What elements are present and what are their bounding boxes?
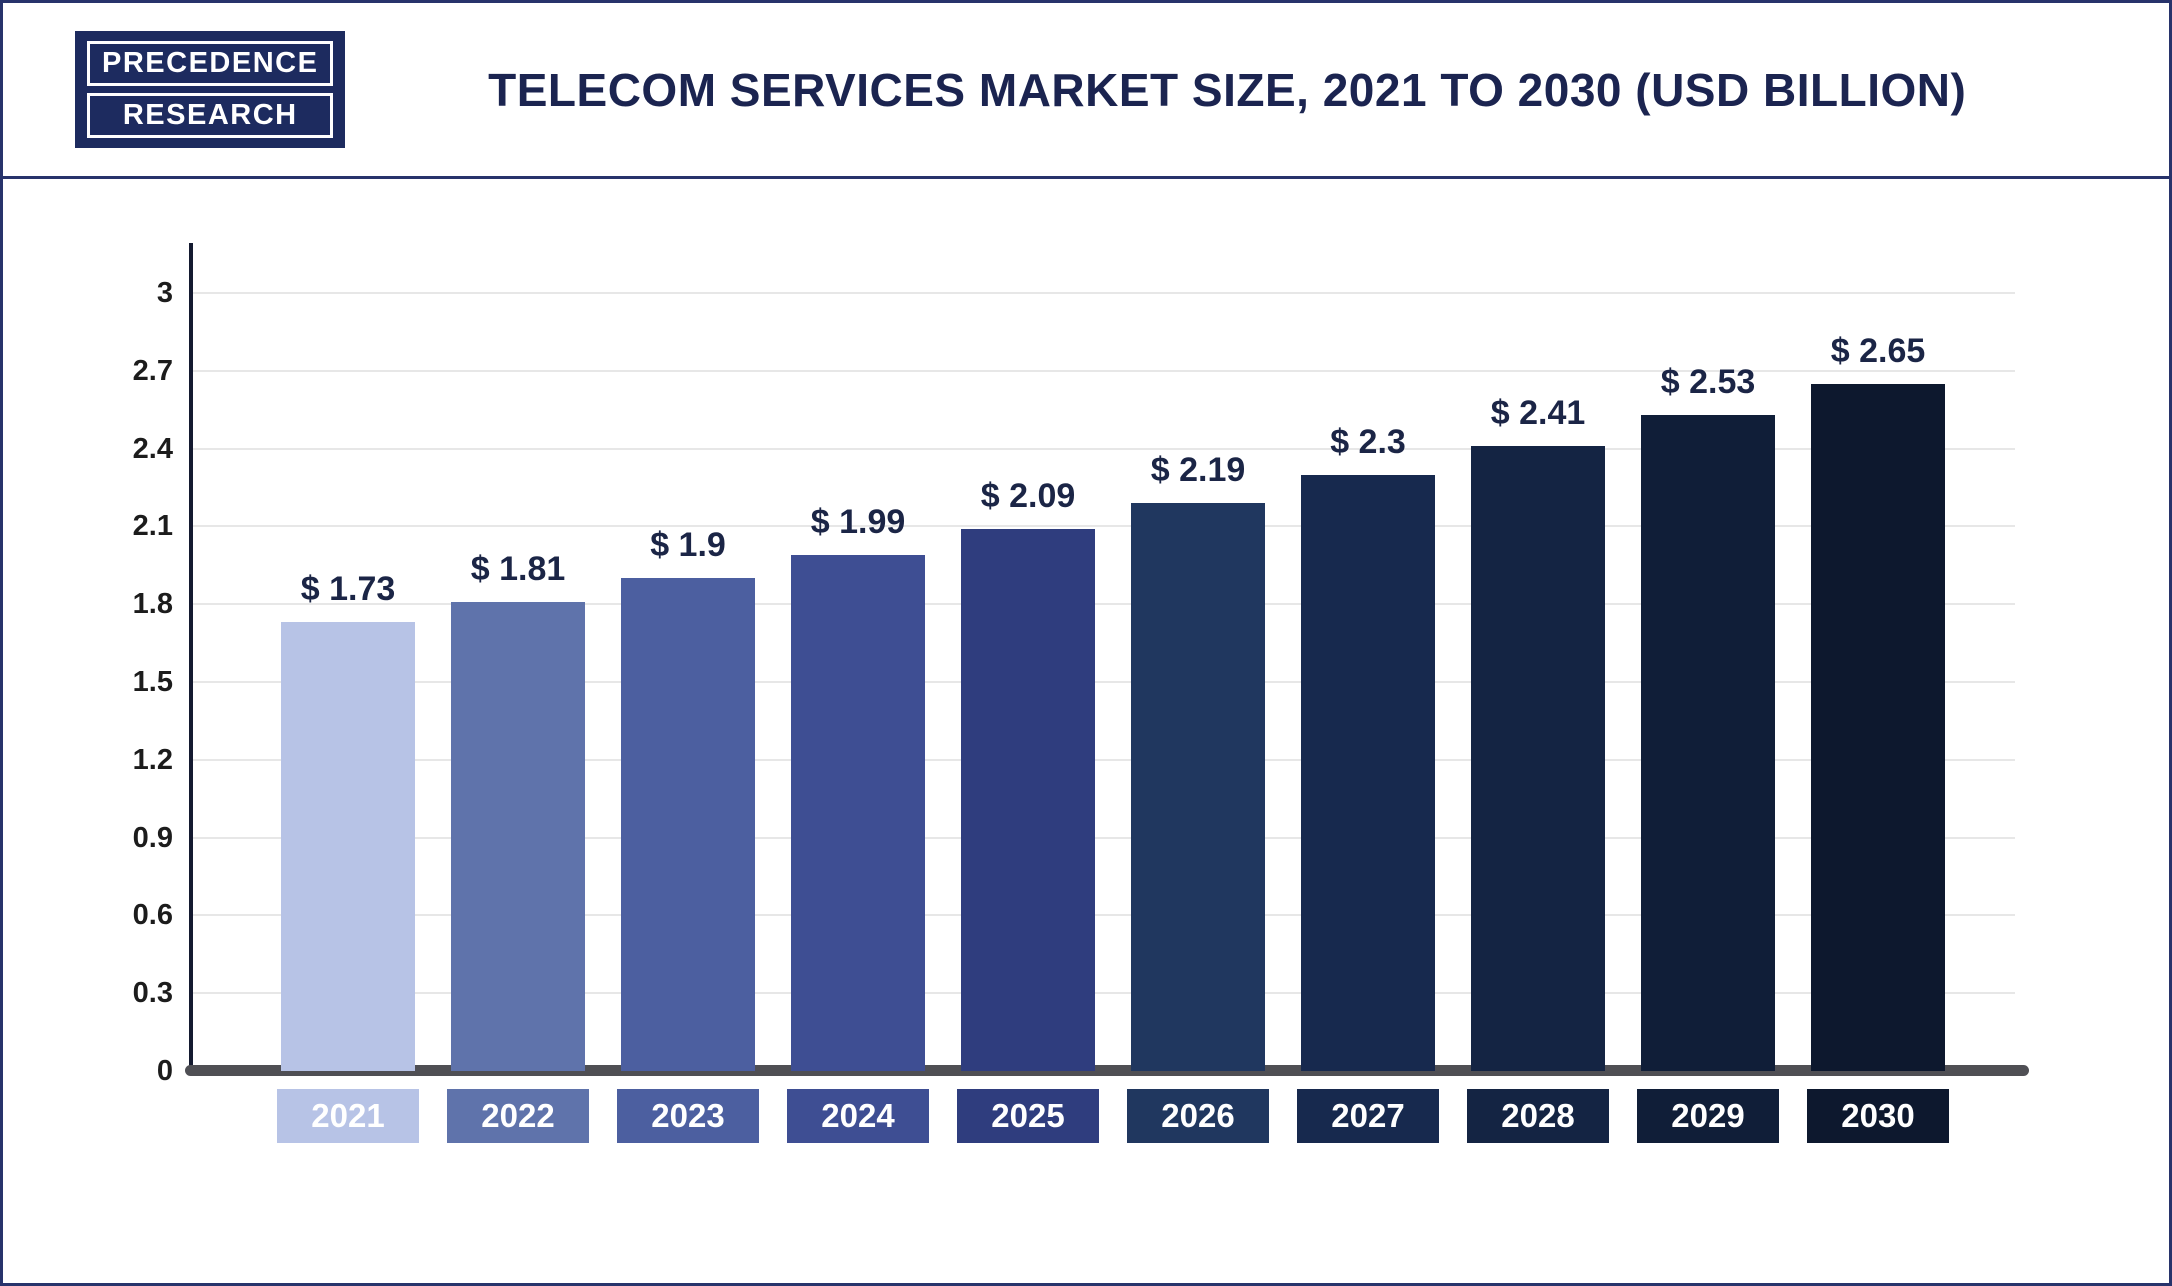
title-wrap: TELECOM SERVICES MARKET SIZE, 2021 TO 20… xyxy=(345,63,2169,117)
bar-2028 xyxy=(1471,446,1605,1071)
bar-value-label: $ 1.73 xyxy=(300,570,396,609)
gridline xyxy=(193,292,2015,294)
bar-value-label: $ 2.19 xyxy=(1150,451,1246,490)
y-tick-label: 0.3 xyxy=(132,977,173,1010)
y-tick-label: 1.2 xyxy=(132,743,173,776)
y-tick-label: 0 xyxy=(156,1055,173,1087)
logo-line-research: RESEARCH xyxy=(87,93,334,139)
bar-2026 xyxy=(1131,503,1265,1071)
x-axis-line xyxy=(185,1065,2029,1076)
bar-value-label: $ 2.09 xyxy=(980,476,1076,515)
bar-2027 xyxy=(1301,474,1435,1071)
bar-2030 xyxy=(1811,383,1945,1071)
chart-title: TELECOM SERVICES MARKET SIZE, 2021 TO 20… xyxy=(488,63,1967,116)
bar-value-label: $ 1.99 xyxy=(810,502,906,541)
chart-area: 0 0.3 0.6 0.9 1.2 1.5 1.8 2.1 2.4 2.7 3 $ 1.73 2021 $… xyxy=(3,3,2169,1283)
y-tick-label: 2.1 xyxy=(132,510,173,543)
gridline xyxy=(193,681,2015,683)
gridline xyxy=(193,447,2015,450)
gridline xyxy=(193,603,2015,606)
bar-value-label: $ 2.3 xyxy=(1330,422,1406,461)
y-tick-label: 0.6 xyxy=(132,899,173,932)
y-tick-label: 1.8 xyxy=(132,588,173,621)
gridline xyxy=(193,914,2015,917)
gridline xyxy=(193,992,2015,995)
y-tick-label: 1.5 xyxy=(132,666,173,698)
bar-2021 xyxy=(281,622,415,1071)
x-axis-label-2024: 2024 xyxy=(787,1089,929,1143)
logo-line-precedence: PRECEDENCE xyxy=(87,40,334,86)
bar-value-label: $ 2.65 xyxy=(1830,331,1926,370)
precedence-research-logo: PRECEDENCE RESEARCH xyxy=(75,30,346,149)
x-axis-label-2029: 2029 xyxy=(1637,1089,1779,1143)
bar-value-label: $ 1.9 xyxy=(650,526,726,565)
bar-2024 xyxy=(791,554,925,1071)
bar-2023 xyxy=(621,578,755,1071)
x-axis-label-2023: 2023 xyxy=(617,1089,759,1143)
y-tick-label: 3 xyxy=(156,277,173,309)
y-axis-line xyxy=(189,243,193,1075)
gridline xyxy=(193,836,2015,839)
bar-value-label: $ 1.81 xyxy=(470,549,566,588)
x-axis-label-2028: 2028 xyxy=(1467,1089,1609,1143)
gridline xyxy=(193,758,2015,761)
x-axis-label-2021: 2021 xyxy=(277,1089,419,1143)
header: PRECEDENCE RESEARCH TELECOM SERVICES MAR… xyxy=(3,3,2169,179)
x-axis-label-2030: 2030 xyxy=(1807,1089,1949,1143)
x-axis-label-2025: 2025 xyxy=(957,1089,1099,1143)
bar-value-label: $ 2.41 xyxy=(1490,394,1586,432)
x-axis-label-2027: 2027 xyxy=(1297,1089,1439,1143)
y-tick-label: 0.9 xyxy=(132,821,173,854)
gridline xyxy=(193,525,2015,528)
y-tick-label: 2.4 xyxy=(132,432,173,465)
bar-2029 xyxy=(1641,414,1775,1071)
gridline xyxy=(193,369,2015,372)
bar-2025 xyxy=(961,528,1095,1071)
bar-2022 xyxy=(451,601,585,1071)
x-axis-label-2026: 2026 xyxy=(1127,1089,1269,1143)
y-tick-label: 2.7 xyxy=(132,354,173,387)
x-axis-label-2022: 2022 xyxy=(447,1089,589,1143)
bar-value-label: $ 2.53 xyxy=(1660,362,1756,401)
